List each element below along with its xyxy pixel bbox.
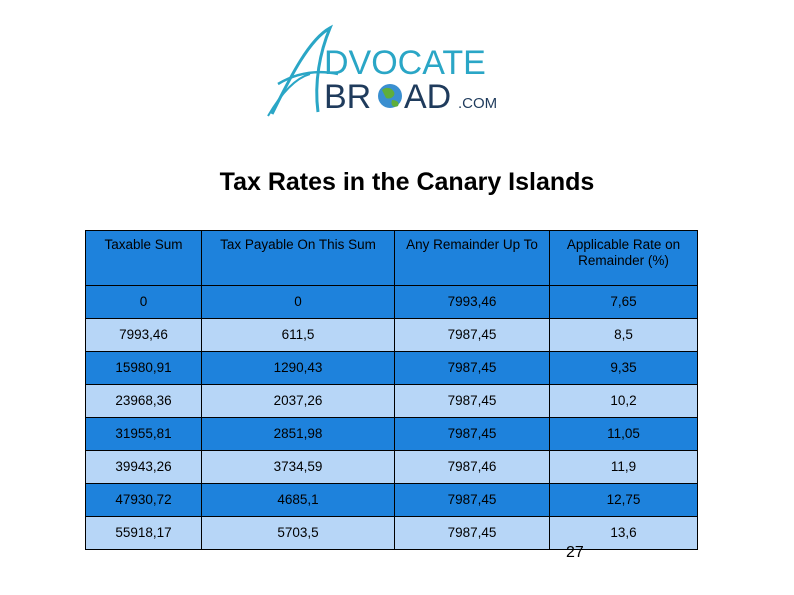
cell-tax-payable: 4685,1 xyxy=(201,483,395,517)
cell-taxable-sum: 47930,72 xyxy=(85,483,202,517)
cell-tax-payable: 3734,59 xyxy=(201,450,395,484)
cell-rate: 8,5 xyxy=(549,318,698,352)
cell-tax-payable: 0 xyxy=(201,285,395,319)
cell-remainder: 7993,46 xyxy=(394,285,550,319)
logo-swoosh xyxy=(270,24,334,115)
header-taxable-sum: Taxable Sum xyxy=(85,230,202,286)
page-title: Tax Rates in the Canary Islands xyxy=(219,168,595,196)
table-row: 55918,17 5703,5 7987,45 13,6 xyxy=(85,516,698,550)
table-header-row: Taxable Sum Tax Payable On This Sum Any … xyxy=(85,230,698,286)
cell-remainder: 7987,45 xyxy=(394,351,550,385)
cell-tax-payable: 5703,5 xyxy=(201,516,395,550)
cell-tax-payable: 2037,26 xyxy=(201,384,395,418)
cell-rate: 13,6 xyxy=(549,516,698,550)
cell-taxable-sum: 31955,81 xyxy=(85,417,202,451)
table-row: 0 0 7993,46 7,65 xyxy=(85,285,698,319)
globe-icon xyxy=(378,84,402,108)
table-row: 7993,46 611,5 7987,45 8,5 xyxy=(85,318,698,352)
cell-tax-payable: 1290,43 xyxy=(201,351,395,385)
cell-remainder: 7987,45 xyxy=(394,318,550,352)
logo-swoosh-crossbar xyxy=(277,70,339,86)
table-row: 31955,81 2851,98 7987,45 11,05 xyxy=(85,417,698,451)
cell-rate: 10,2 xyxy=(549,384,698,418)
logo-swoosh-lower xyxy=(267,73,311,117)
cell-rate: 11,05 xyxy=(549,417,698,451)
advocate-abroad-logo: DVOCATE BR AD .COM xyxy=(258,22,518,118)
table-row: 47930,72 4685,1 7987,45 12,75 xyxy=(85,483,698,517)
logo-line2-end: AD xyxy=(404,78,451,116)
cell-remainder: 7987,46 xyxy=(394,450,550,484)
cell-remainder: 7987,45 xyxy=(394,417,550,451)
table-row: 15980,91 1290,43 7987,45 9,35 xyxy=(85,351,698,385)
cell-rate: 7,65 xyxy=(549,285,698,319)
table-row: 23968,36 2037,26 7987,45 10,2 xyxy=(85,384,698,418)
cell-remainder: 7987,45 xyxy=(394,483,550,517)
logo-suffix: .COM xyxy=(458,95,497,112)
cell-remainder: 7987,45 xyxy=(394,516,550,550)
table-row: 39943,26 3734,59 7987,46 11,9 xyxy=(85,450,698,484)
cell-taxable-sum: 0 xyxy=(85,285,202,319)
header-remainder: Any Remainder Up To xyxy=(394,230,550,286)
cell-taxable-sum: 39943,26 xyxy=(85,450,202,484)
cell-taxable-sum: 7993,46 xyxy=(85,318,202,352)
logo-line1: DVOCATE xyxy=(324,44,486,82)
cell-rate: 12,75 xyxy=(549,483,698,517)
cell-taxable-sum: 15980,91 xyxy=(85,351,202,385)
header-applicable-rate: Applicable Rate on Remainder (%) xyxy=(549,230,698,286)
cell-rate: 9,35 xyxy=(549,351,698,385)
page-number: 27 xyxy=(566,544,584,561)
cell-tax-payable: 611,5 xyxy=(201,318,395,352)
cell-tax-payable: 2851,98 xyxy=(201,417,395,451)
cell-rate: 11,9 xyxy=(549,450,698,484)
logo-line2-start: BR xyxy=(324,78,371,116)
cell-taxable-sum: 55918,17 xyxy=(85,516,202,550)
cell-taxable-sum: 23968,36 xyxy=(85,384,202,418)
cell-remainder: 7987,45 xyxy=(394,384,550,418)
tax-rates-table: Taxable Sum Tax Payable On This Sum Any … xyxy=(85,230,698,550)
header-tax-payable: Tax Payable On This Sum xyxy=(201,230,395,286)
